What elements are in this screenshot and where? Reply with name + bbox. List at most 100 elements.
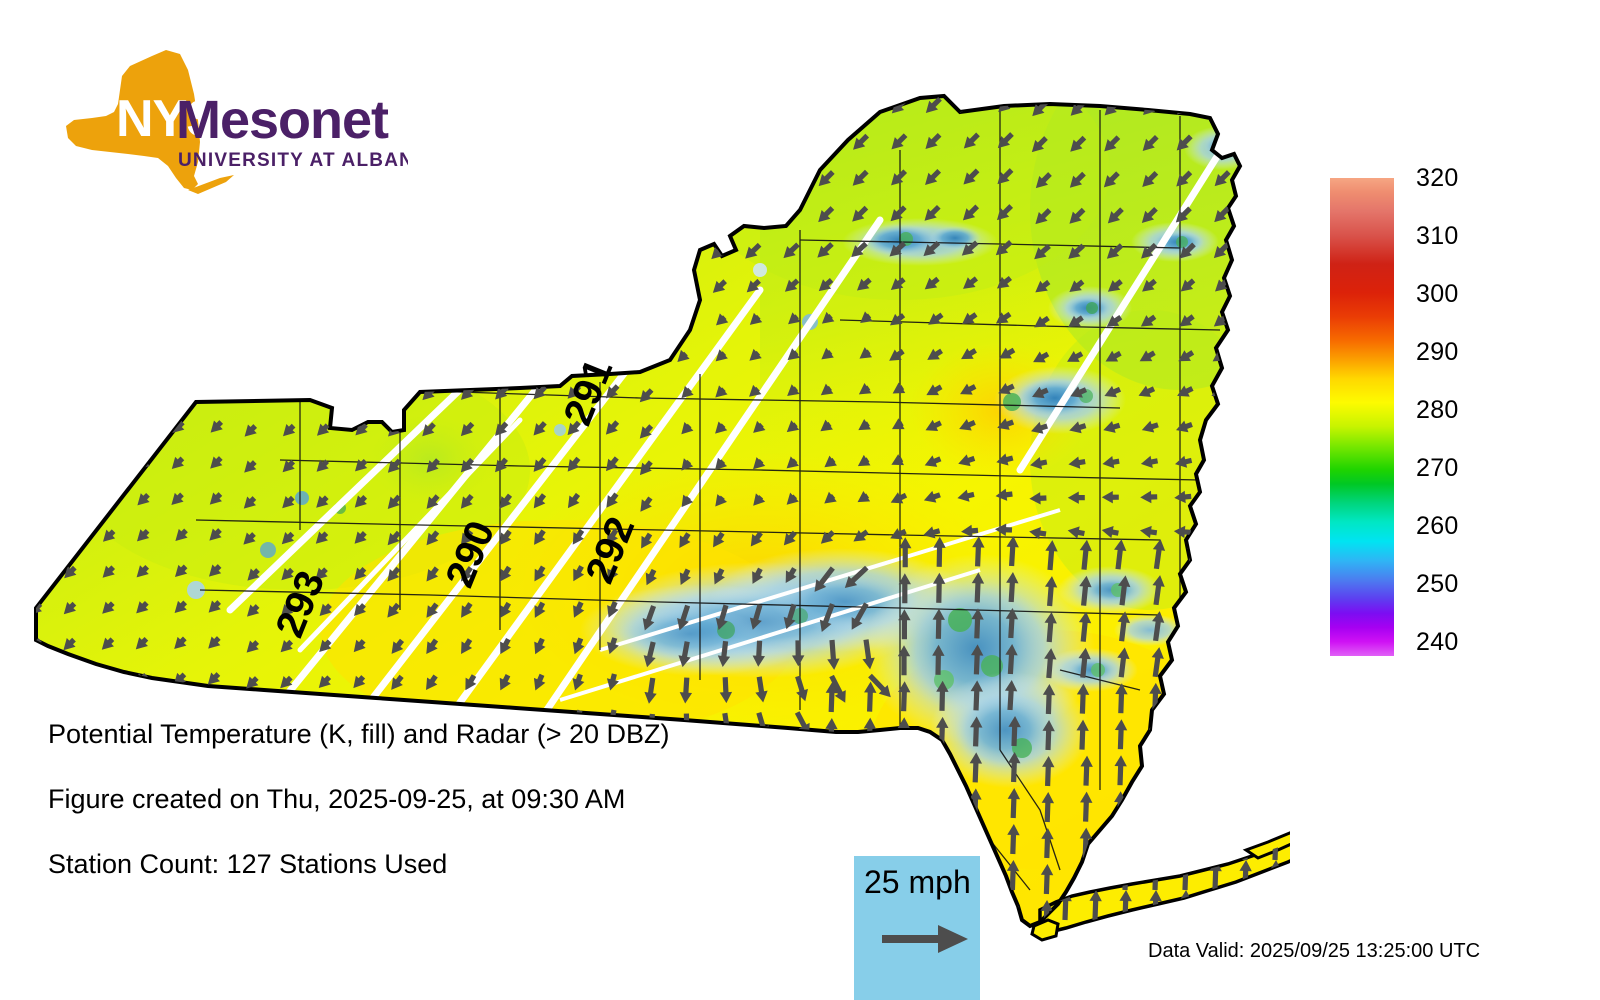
wind-arrow-icon — [864, 681, 877, 712]
wind-arrow-icon — [1269, 890, 1282, 921]
wind-arrow-icon — [1006, 536, 1019, 567]
wind-arrow-icon — [281, 531, 295, 545]
wind-arrow-icon — [820, 383, 834, 396]
wind-arrow-icon — [461, 853, 475, 869]
wind-arrow-icon — [171, 96, 184, 110]
wind-arrow-icon — [36, 422, 40, 435]
wind-arrow-icon — [645, 568, 657, 586]
wind-arrow-icon — [247, 172, 260, 185]
wind-arrow-icon — [891, 454, 905, 466]
wind-arrow-icon — [671, 927, 694, 950]
wind-arrow-icon — [139, 312, 152, 326]
wind-arrow-icon — [1042, 756, 1055, 787]
wind-arrow-icon — [1119, 890, 1132, 921]
wind-arrow-icon — [208, 240, 221, 253]
wind-arrow-icon — [753, 493, 766, 506]
station-count-text: Station Count: 127 Stations Used — [48, 849, 448, 879]
wind-arrow-icon — [1068, 243, 1085, 259]
wind-arrow-icon — [818, 170, 835, 187]
wind-arrow-icon — [715, 349, 728, 362]
wind-arrow-icon — [679, 677, 693, 704]
wind-arrow-icon — [1141, 206, 1158, 223]
wind-arrow-icon — [1185, 898, 1198, 926]
wind-arrow-icon — [644, 749, 657, 776]
wind-arrow-icon — [706, 927, 728, 950]
wind-arrow-icon — [208, 564, 222, 577]
wind-arrow-icon — [533, 385, 548, 400]
wind-arrow-icon — [997, 132, 1014, 149]
wind-arrow-icon — [280, 639, 294, 653]
wind-arrow-icon — [63, 241, 76, 255]
wind-arrow-icon — [717, 640, 731, 668]
wind-arrow-icon — [923, 240, 941, 257]
wind-arrow-icon — [102, 565, 116, 578]
wind-arrow-icon — [998, 382, 1015, 395]
wind-arrow-icon — [100, 349, 114, 362]
wind-arrow-icon — [1249, 275, 1270, 296]
wind-arrow-icon — [423, 818, 437, 834]
wind-arrow-icon — [851, 602, 869, 630]
wind-arrow-icon — [533, 457, 547, 472]
wind-arrow-icon — [387, 602, 401, 618]
wind-arrow-icon — [1214, 206, 1231, 223]
wind-arrow-icon — [639, 388, 654, 403]
wind-arrow-icon — [496, 853, 509, 870]
wind-arrow-icon — [1260, 645, 1278, 677]
wind-arrow-icon — [311, 925, 330, 944]
wind-arrow-icon — [172, 384, 186, 398]
wind-arrow-icon — [933, 536, 946, 567]
wind-arrow-icon — [423, 278, 438, 293]
wind-arrow-icon — [210, 384, 224, 397]
long-island-silhouette — [188, 175, 234, 194]
wind-arrow-icon — [1226, 538, 1239, 569]
wind-arrow-icon — [209, 132, 222, 145]
wind-arrow-icon — [936, 716, 949, 747]
wind-arrow-icon — [243, 532, 256, 545]
wind-arrow-icon — [1142, 170, 1159, 187]
wind-arrow-icon — [820, 530, 835, 544]
wind-arrow-icon — [282, 819, 296, 833]
wind-arrow-icon — [1148, 754, 1161, 785]
wind-arrow-icon — [567, 204, 584, 221]
wind-arrow-icon — [643, 785, 657, 812]
wind-arrow-icon — [749, 384, 762, 397]
wind-arrow-icon — [1142, 278, 1157, 292]
wind-arrow-icon — [536, 817, 548, 834]
wind-arrow-icon — [354, 603, 366, 617]
wind-arrow-icon — [281, 135, 295, 149]
wind-arrow-icon — [318, 279, 332, 292]
wind-arrow-icon — [1243, 239, 1266, 262]
wind-arrow-icon — [1069, 421, 1087, 434]
wind-arrow-icon — [174, 204, 188, 218]
wind-arrow-icon — [573, 601, 585, 618]
wind-arrow-icon — [1152, 539, 1166, 570]
wind-arrow-icon — [459, 925, 474, 926]
wind-arrow-icon — [389, 278, 404, 293]
wind-arrow-icon — [755, 747, 770, 774]
wind-arrow-icon — [319, 207, 332, 220]
wind-arrow-icon — [1029, 526, 1047, 540]
wind-arrow-icon — [824, 754, 838, 785]
wind-arrow-icon — [246, 676, 259, 689]
wind-arrow-icon — [171, 492, 184, 506]
wind-arrow-icon — [1140, 455, 1159, 468]
wind-arrow-icon — [280, 207, 294, 221]
wind-arrow-icon — [1103, 421, 1121, 433]
wind-arrow-icon — [533, 421, 547, 436]
wind-arrow-icon — [279, 315, 293, 329]
wind-arrow-icon — [681, 385, 694, 399]
wind-arrow-icon — [138, 348, 152, 362]
wind-arrow-icon — [1069, 207, 1086, 224]
wind-arrow-icon — [786, 492, 799, 505]
wind-arrow-icon — [752, 892, 765, 919]
ny-state-silhouette — [66, 50, 200, 190]
wind-arrow-icon — [1239, 826, 1252, 831]
wind-arrow-icon — [1152, 611, 1165, 642]
wind-arrow-icon — [1179, 826, 1192, 831]
wind-arrow-icon — [1215, 98, 1232, 115]
wind-arrow-icon — [36, 746, 41, 759]
wind-arrow-icon — [102, 601, 115, 614]
wind-arrow-icon — [1008, 716, 1021, 747]
wind-arrow-icon — [1035, 208, 1052, 225]
wind-arrow-icon — [783, 242, 800, 259]
